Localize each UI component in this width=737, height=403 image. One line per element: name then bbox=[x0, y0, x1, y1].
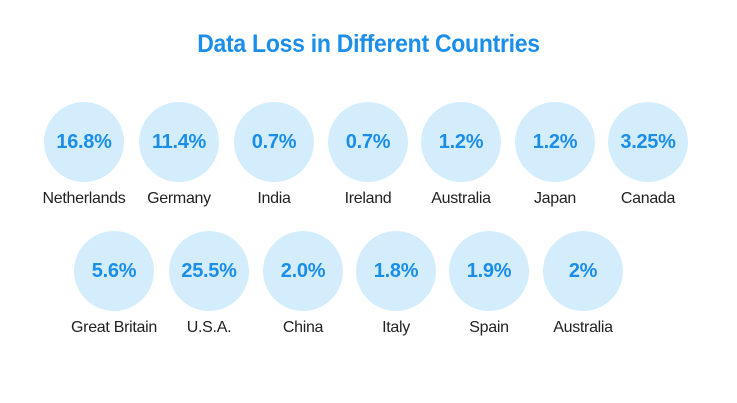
country-label: China bbox=[282, 319, 324, 336]
value-bubble: 1.9% bbox=[449, 231, 529, 311]
country-label: Canada bbox=[620, 190, 676, 207]
country-label: India bbox=[257, 190, 291, 207]
country-item-japan: 1.2% Japan bbox=[495, 102, 615, 208]
country-item-australia: 1.2% Australia bbox=[401, 102, 521, 208]
country-item-spain: 1.9% Spain bbox=[429, 231, 549, 337]
country-label: Australia bbox=[431, 190, 491, 207]
value-bubble: 2% bbox=[543, 231, 623, 311]
value-bubble: 0.7% bbox=[328, 102, 408, 182]
country-label: Spain bbox=[469, 319, 509, 336]
country-item-ireland: 0.7% Ireland bbox=[308, 102, 428, 208]
country-label: Japan bbox=[533, 190, 577, 207]
value-bubble: 3.25% bbox=[608, 102, 688, 182]
country-label: Netherlands bbox=[42, 190, 126, 207]
country-label: Germany bbox=[147, 190, 211, 207]
value-bubble: 2.0% bbox=[263, 231, 343, 311]
country-label: Great Britain bbox=[71, 319, 157, 336]
value-bubble: 11.4% bbox=[139, 102, 219, 182]
value-bubble: 1.2% bbox=[515, 102, 595, 182]
country-label: U.S.A. bbox=[186, 319, 232, 336]
page-title: Data Loss in Different Countries bbox=[197, 30, 540, 58]
value-bubble: 1.2% bbox=[421, 102, 501, 182]
value-bubble: 5.6% bbox=[74, 231, 154, 311]
value-bubble: 16.8% bbox=[44, 102, 124, 182]
country-item-canada: 3.25% Canada bbox=[588, 102, 708, 208]
country-item-india: 0.7% India bbox=[214, 102, 334, 208]
country-item-italy: 1.8% Italy bbox=[336, 231, 456, 337]
country-item-australia-2: 2% Australia bbox=[523, 231, 643, 337]
country-label: Australia bbox=[553, 319, 613, 336]
value-bubble: 1.8% bbox=[356, 231, 436, 311]
country-label: Ireland bbox=[344, 190, 392, 207]
country-item-usa: 25.5% U.S.A. bbox=[149, 231, 269, 337]
country-item-netherlands: 16.8% Netherlands bbox=[24, 102, 144, 208]
country-item-germany: 11.4% Germany bbox=[119, 102, 239, 208]
value-bubble: 25.5% bbox=[169, 231, 249, 311]
value-bubble: 0.7% bbox=[234, 102, 314, 182]
country-item-china: 2.0% China bbox=[243, 231, 363, 337]
country-item-great-britain: 5.6% Great Britain bbox=[54, 231, 174, 337]
country-label: Italy bbox=[382, 319, 410, 336]
